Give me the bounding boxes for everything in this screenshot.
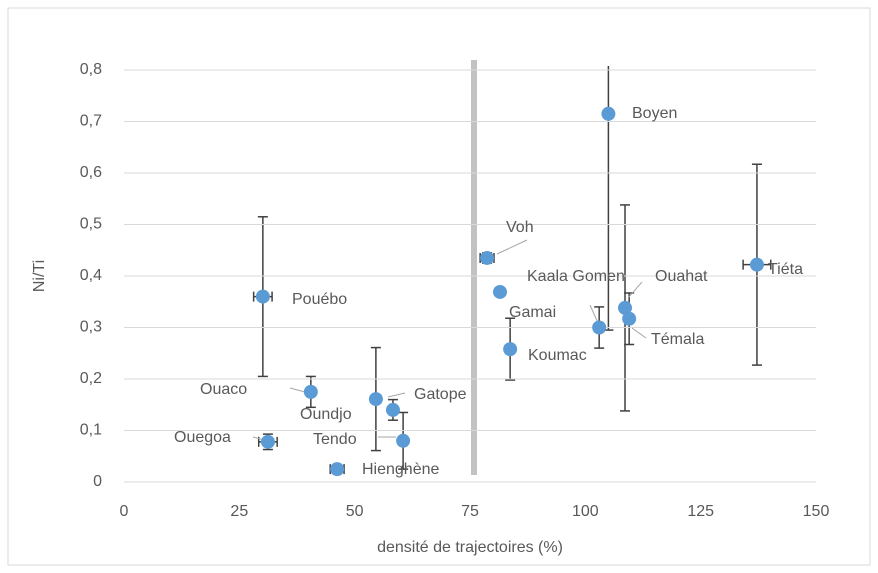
point-label: Gamai bbox=[509, 304, 556, 321]
leader-line bbox=[627, 281, 643, 299]
leader-line bbox=[631, 327, 647, 339]
y-axis-title: Ni/Ti bbox=[31, 260, 48, 292]
x-tick-label: 50 bbox=[346, 503, 364, 520]
point-label: Kaala Gomen bbox=[527, 268, 625, 285]
leader-line bbox=[589, 304, 599, 324]
point bbox=[601, 106, 616, 121]
leader-line bbox=[496, 239, 528, 255]
point-label: Hienghène bbox=[362, 461, 440, 478]
point bbox=[396, 433, 411, 448]
y-tick-label: 0,1 bbox=[80, 422, 102, 439]
x-tick-label: 125 bbox=[687, 503, 714, 520]
point bbox=[749, 257, 764, 272]
point-label: Ouahat bbox=[655, 268, 708, 285]
point bbox=[592, 320, 607, 335]
x-tick-label: 75 bbox=[461, 503, 479, 520]
point bbox=[492, 284, 507, 299]
leader-line bbox=[289, 387, 306, 393]
y-tick-label: 0,5 bbox=[80, 216, 102, 233]
point-label: Koumac bbox=[528, 347, 587, 364]
point-label: Boyen bbox=[632, 105, 677, 122]
point bbox=[618, 300, 633, 315]
separator bbox=[471, 60, 477, 475]
y-tick-label: 0,3 bbox=[80, 319, 102, 336]
point bbox=[622, 311, 637, 326]
chart-border bbox=[7, 7, 871, 566]
point-label: Ouegoa bbox=[174, 429, 231, 446]
y-tick-label: 0 bbox=[93, 473, 102, 490]
y-tick-label: 0,7 bbox=[80, 113, 102, 130]
x-tick-label: 150 bbox=[803, 503, 830, 520]
y-tick-label: 0,4 bbox=[80, 267, 102, 284]
point bbox=[260, 434, 275, 449]
point-label: Ouaco bbox=[200, 381, 247, 398]
point bbox=[330, 462, 345, 477]
point bbox=[503, 342, 518, 357]
x-tick-label: 0 bbox=[120, 503, 129, 520]
x-tick-label: 100 bbox=[572, 503, 599, 520]
point bbox=[368, 392, 383, 407]
point-label: Témala bbox=[651, 331, 704, 348]
point bbox=[480, 250, 495, 265]
y-tick-label: 0,6 bbox=[80, 164, 102, 181]
point-label: Tiéta bbox=[768, 261, 803, 278]
point-label: Gatope bbox=[414, 386, 467, 403]
y-tick-label: 0,8 bbox=[80, 61, 102, 78]
leader-line bbox=[387, 392, 406, 398]
point-label: Pouébo bbox=[292, 291, 347, 308]
point-label: Voh bbox=[506, 219, 534, 236]
point bbox=[303, 384, 318, 399]
x-axis-title: densité de trajectoires (%) bbox=[377, 539, 563, 556]
point-label: Oundjo bbox=[300, 406, 352, 423]
point bbox=[385, 402, 400, 417]
y-tick-label: 0,2 bbox=[80, 370, 102, 387]
plot-area bbox=[252, 66, 772, 475]
x-tick-label: 25 bbox=[230, 503, 248, 520]
point-label: Tendo bbox=[313, 431, 357, 448]
point bbox=[255, 289, 270, 304]
